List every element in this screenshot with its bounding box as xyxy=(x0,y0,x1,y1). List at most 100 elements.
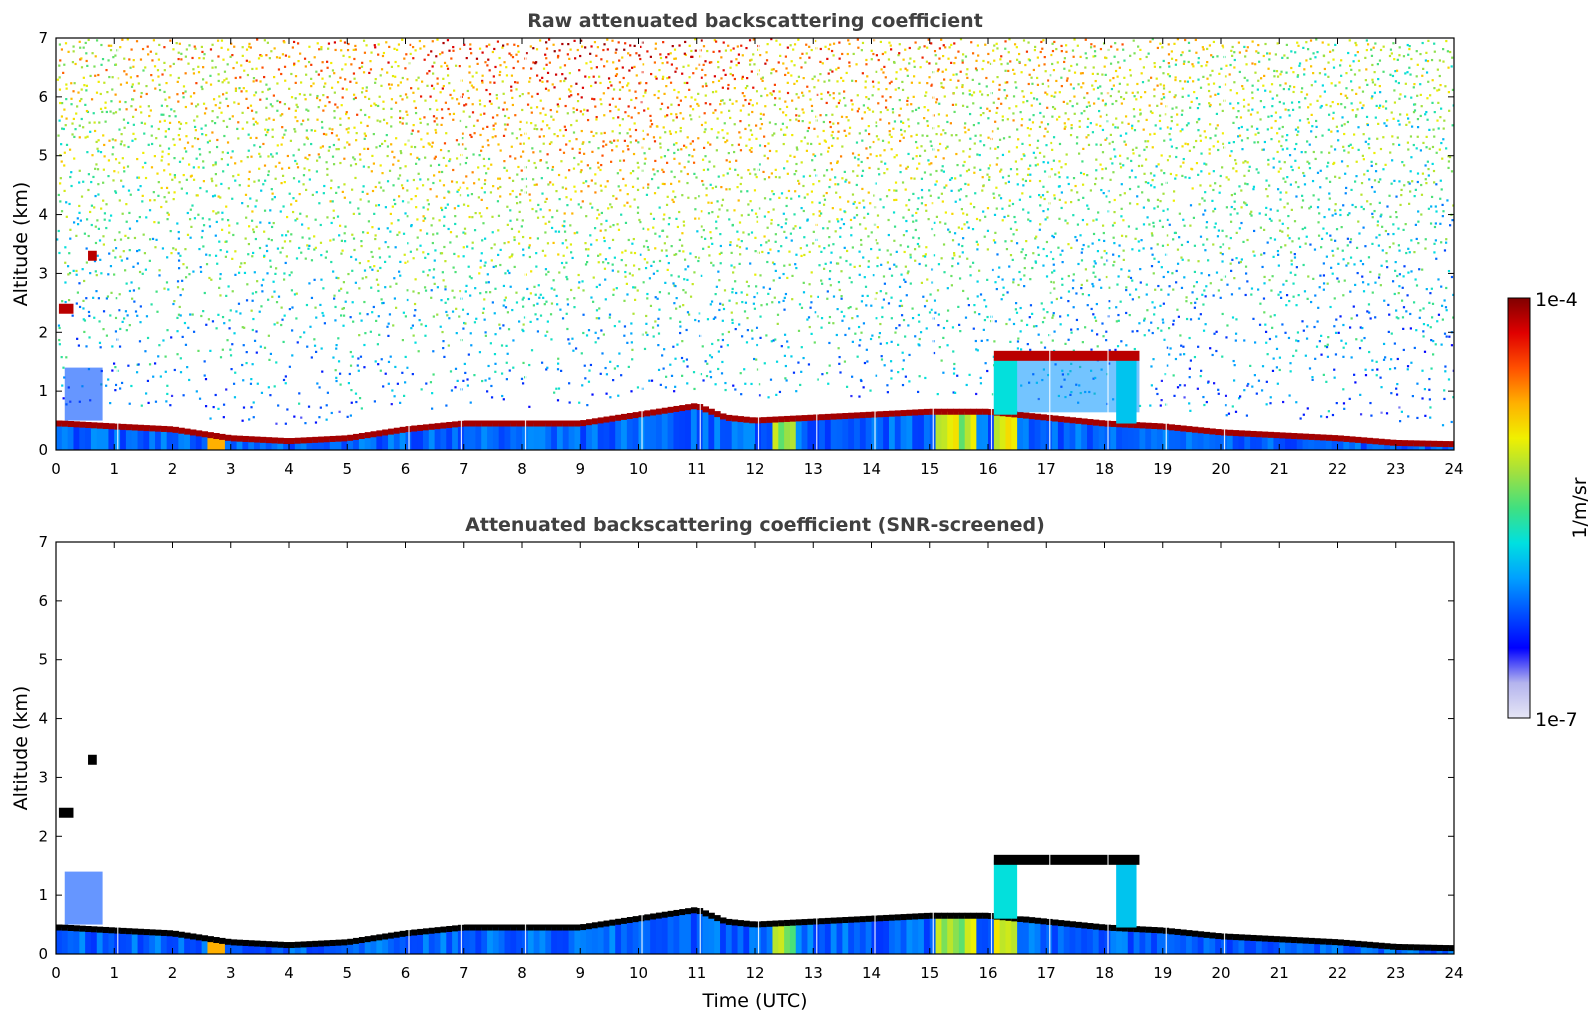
boundary-layer-top-cell xyxy=(382,429,389,436)
noise-cell xyxy=(298,180,301,183)
noise-cell xyxy=(525,121,528,124)
noise-cell xyxy=(216,262,219,265)
noise-cell xyxy=(412,257,415,260)
noise-cell xyxy=(124,100,127,104)
noise-cell xyxy=(161,150,164,153)
noise-cell xyxy=(624,264,628,267)
noise-cell xyxy=(554,230,557,233)
noise-cell xyxy=(360,240,363,243)
noise-cell xyxy=(320,254,323,257)
boundary-layer-cell xyxy=(329,438,337,450)
noise-cell xyxy=(957,243,960,246)
noise-cell xyxy=(898,43,901,46)
noise-cell xyxy=(453,89,456,92)
noise-cell xyxy=(860,160,863,164)
noise-cell xyxy=(182,85,186,88)
noise-cell xyxy=(454,367,458,370)
noise-cell xyxy=(520,169,523,172)
noise-cell xyxy=(710,127,713,131)
noise-cell xyxy=(596,208,599,212)
noise-cell xyxy=(538,296,541,299)
noise-cell xyxy=(137,176,141,179)
noise-cell xyxy=(674,357,677,360)
noise-cell xyxy=(746,329,749,332)
noise-cell xyxy=(137,287,141,290)
noise-cell xyxy=(665,375,668,378)
noise-cell xyxy=(874,182,877,185)
noise-cell xyxy=(113,238,117,242)
noise-cell xyxy=(283,102,287,106)
noise-cell xyxy=(516,44,520,48)
noise-cell xyxy=(118,100,122,103)
noise-cell xyxy=(73,135,76,139)
noise-cell xyxy=(777,223,780,227)
noise-cell xyxy=(502,134,506,137)
noise-cell xyxy=(505,378,508,381)
noise-cell xyxy=(858,344,861,347)
noise-cell xyxy=(841,319,844,322)
noise-cell xyxy=(225,205,228,208)
noise-cell xyxy=(197,65,200,68)
noise-cell xyxy=(411,372,414,376)
noise-cell xyxy=(114,158,118,161)
noise-cell xyxy=(795,80,799,83)
noise-cell xyxy=(164,370,167,373)
noise-cell xyxy=(215,184,218,187)
noise-cell xyxy=(272,221,275,225)
noise-cell xyxy=(890,48,893,51)
noise-cell xyxy=(432,276,435,279)
noise-cell xyxy=(553,391,556,394)
noise-cell xyxy=(661,229,665,232)
noise-cell xyxy=(223,70,227,73)
noise-cell xyxy=(483,237,487,240)
noise-cell xyxy=(937,113,941,116)
noise-cell xyxy=(687,196,690,199)
noise-cell xyxy=(270,239,273,242)
noise-cell xyxy=(559,80,562,83)
noise-cell xyxy=(306,157,309,161)
noise-cell xyxy=(337,186,340,189)
noise-cell xyxy=(259,98,262,101)
noise-cell xyxy=(823,174,826,177)
noise-cell xyxy=(503,166,506,169)
noise-cell xyxy=(774,175,778,179)
noise-cell xyxy=(511,308,514,312)
noise-cell xyxy=(619,189,622,192)
noise-cell xyxy=(185,178,188,181)
noise-cell xyxy=(934,54,937,57)
noise-cell xyxy=(732,271,735,274)
noise-cell xyxy=(738,323,741,326)
noise-cell xyxy=(87,173,90,176)
noise-cell xyxy=(876,265,879,268)
noise-cell xyxy=(421,184,425,187)
noise-cell xyxy=(423,217,427,220)
noise-cell xyxy=(141,47,145,51)
noise-cell xyxy=(887,141,890,144)
noise-cell xyxy=(163,90,166,94)
noise-cell xyxy=(685,146,688,149)
noise-cell xyxy=(717,131,720,134)
noise-cell xyxy=(502,44,505,47)
noise-cell xyxy=(405,110,408,113)
noise-cell xyxy=(493,312,496,315)
noise-cell xyxy=(699,373,703,376)
noise-cell xyxy=(430,289,433,292)
noise-cell xyxy=(673,175,676,179)
noise-cell xyxy=(808,121,811,124)
noise-cell xyxy=(719,262,722,265)
noise-cell xyxy=(679,325,682,328)
noise-cell xyxy=(520,134,523,137)
noise-cell xyxy=(840,115,844,118)
noise-cell xyxy=(809,306,812,309)
noise-cell xyxy=(629,44,632,47)
noise-cell xyxy=(318,156,321,159)
noise-cell xyxy=(615,145,618,148)
noise-cell xyxy=(950,61,953,64)
noise-cell xyxy=(374,185,377,189)
noise-cell xyxy=(944,147,948,150)
noise-cell xyxy=(733,209,736,212)
noise-cell xyxy=(341,190,344,194)
noise-cell xyxy=(251,210,254,213)
noise-cell xyxy=(332,356,335,359)
noise-cell xyxy=(350,389,353,392)
